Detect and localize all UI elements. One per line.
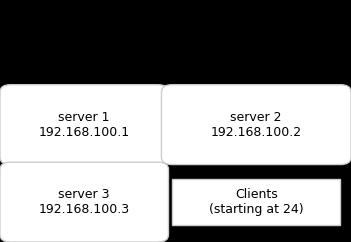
FancyBboxPatch shape	[172, 179, 340, 225]
Text: server 3
192.168.100.3: server 3 192.168.100.3	[39, 188, 130, 216]
Text: server 1
192.168.100.1: server 1 192.168.100.1	[39, 111, 130, 139]
FancyBboxPatch shape	[0, 162, 168, 242]
FancyBboxPatch shape	[161, 85, 351, 165]
Text: Clients
(starting at 24): Clients (starting at 24)	[209, 188, 304, 216]
Text: server 2
192.168.100.2: server 2 192.168.100.2	[211, 111, 302, 139]
FancyBboxPatch shape	[0, 85, 168, 165]
